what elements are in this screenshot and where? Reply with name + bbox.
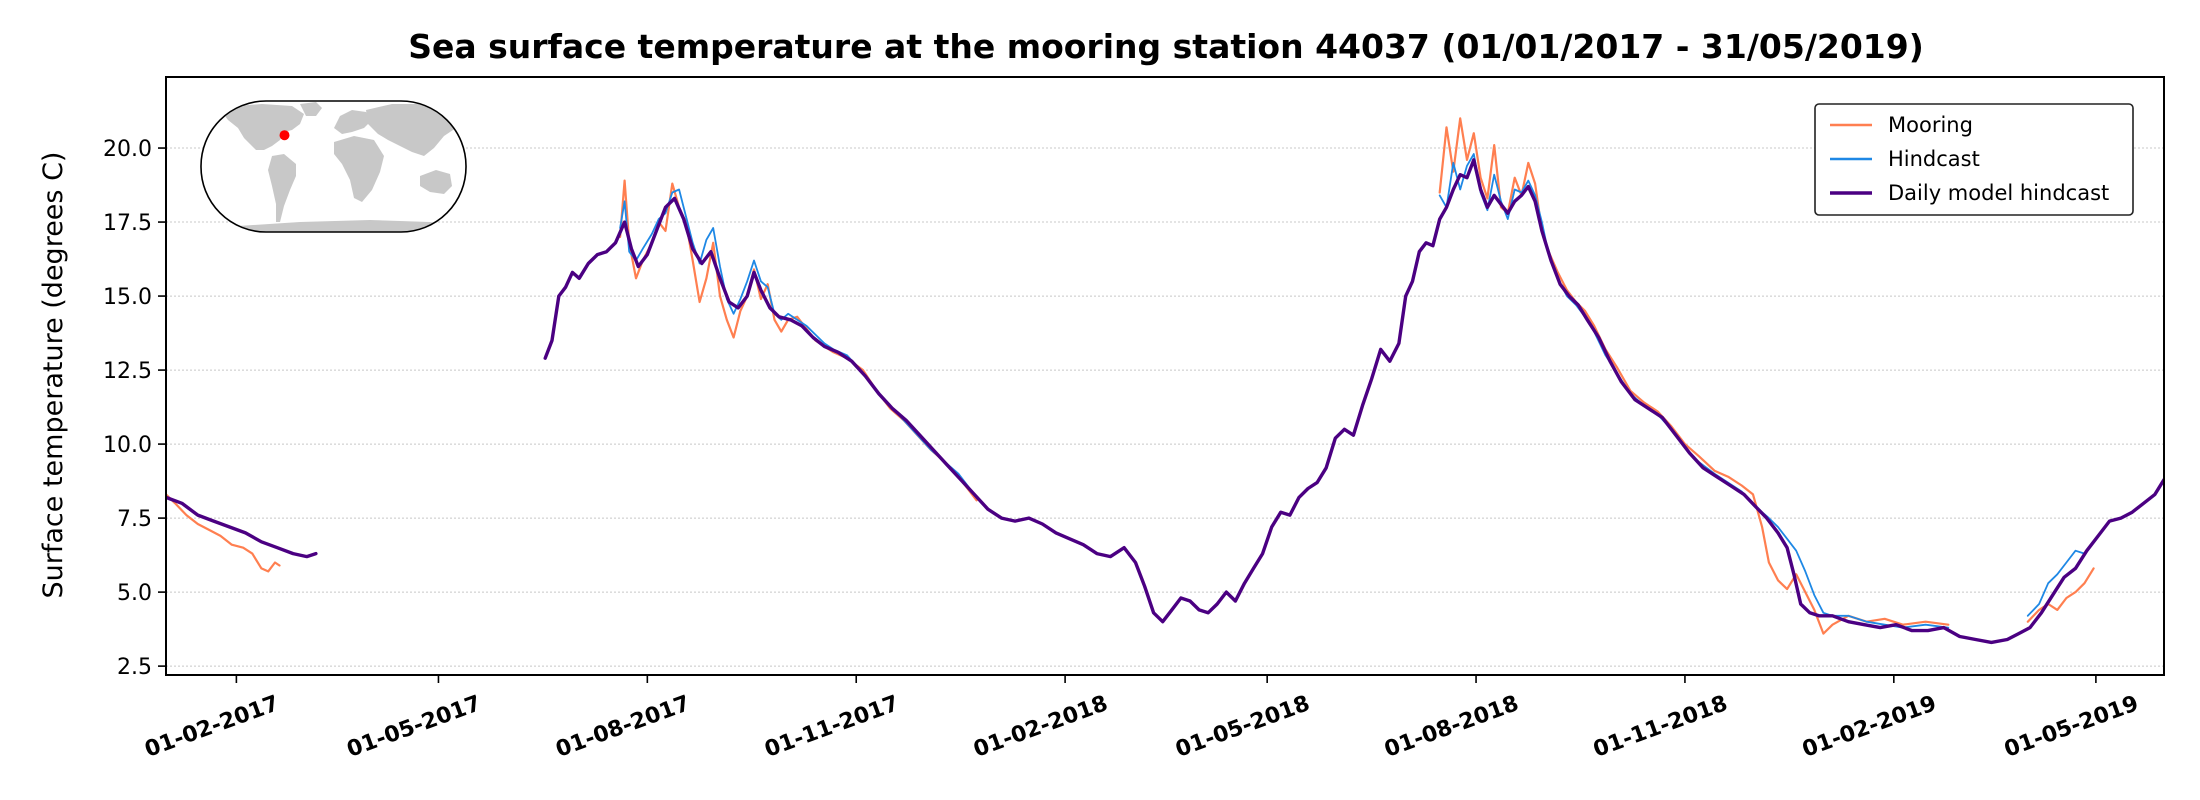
- europe-shape: [334, 110, 372, 134]
- inset-world-map: [200, 100, 467, 233]
- antarctica-shape: [238, 220, 460, 232]
- australia-shape: [420, 170, 452, 194]
- y-tick-label: 2.5: [117, 655, 152, 680]
- series-daily-model-hindcast: [166, 158, 2164, 645]
- series-line-segment: [2026, 567, 2095, 623]
- y-tick-label: 15.0: [103, 285, 152, 310]
- y-tick-label: 20.0: [103, 137, 152, 162]
- asia-shape: [366, 104, 462, 156]
- y-tick-label: 5.0: [117, 581, 152, 606]
- series-line-segment: [543, 158, 2164, 645]
- series-line-segment: [1438, 117, 1950, 635]
- y-axis: 2.5 5.0 7.5 10.0 12.5 15.0 17.5 20.0: [103, 137, 166, 680]
- plot-frame: [165, 76, 2165, 676]
- y-tick-label: 17.5: [103, 211, 152, 236]
- legend-box: [1814, 103, 2134, 216]
- legend-label: Hindcast: [1888, 147, 1980, 171]
- legend-label: Daily model hindcast: [1888, 181, 2109, 205]
- map-land: [222, 102, 462, 232]
- north-america-shape: [222, 104, 304, 150]
- chart-title: Sea surface temperature at the mooring s…: [408, 27, 1924, 66]
- legend-label: Mooring: [1888, 113, 1973, 137]
- south-america-shape: [268, 154, 296, 222]
- greenland-shape: [300, 102, 322, 116]
- series-lines: [166, 117, 2164, 645]
- series-line-segment: [166, 495, 318, 559]
- series-line-segment: [2026, 540, 2095, 617]
- legend: Mooring Hindcast Daily model hindcast: [1814, 103, 2134, 216]
- y-axis-label: Surface temperature (degrees C): [38, 152, 69, 599]
- africa-shape: [334, 136, 384, 202]
- series-line-segment: [166, 493, 281, 573]
- y-tick-label: 7.5: [117, 507, 152, 532]
- gridlines: [166, 147, 2164, 667]
- map-frame: [200, 100, 467, 233]
- y-tick-label: 10.0: [103, 433, 152, 458]
- y-tick-label: 12.5: [103, 359, 152, 384]
- station-marker: [279, 130, 290, 141]
